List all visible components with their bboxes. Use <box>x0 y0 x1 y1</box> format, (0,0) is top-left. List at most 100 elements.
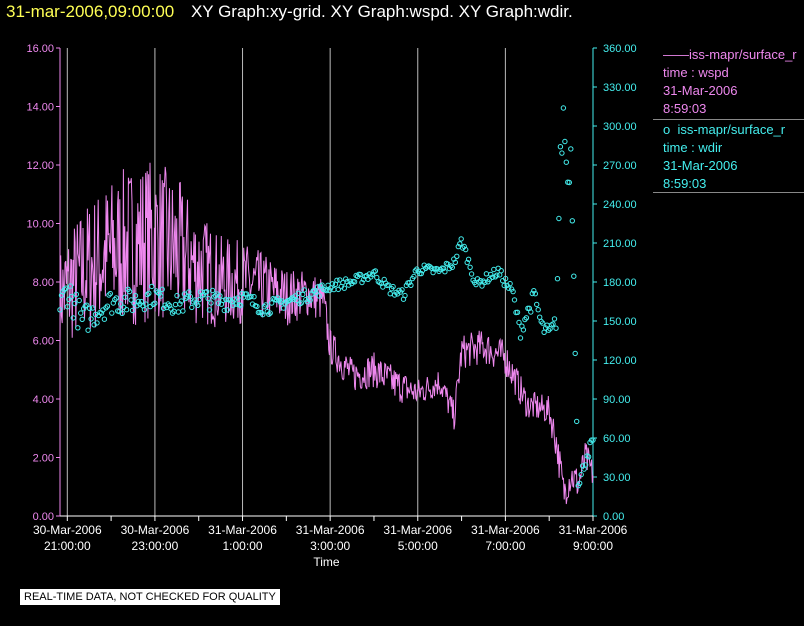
wdir-point <box>76 297 82 304</box>
wdir-point <box>149 283 155 290</box>
wdir-point <box>577 480 583 486</box>
right-tick-label: 300.00 <box>603 121 637 133</box>
title-bar: 31-mar-2006,09:00:00 XY Graph:xy-grid. X… <box>6 2 573 22</box>
wdir-point <box>534 301 540 308</box>
wdir-point <box>70 315 77 321</box>
wdir-point <box>301 287 307 293</box>
wdir-point <box>129 307 136 314</box>
legend-series-var: time : wdir <box>663 140 723 155</box>
wdir-point <box>492 274 498 280</box>
wdir-point <box>88 316 94 322</box>
wdir-point <box>550 321 556 327</box>
wdir-point <box>178 298 185 304</box>
wdir-point <box>329 281 336 287</box>
wdir-point <box>104 303 111 309</box>
wdir-point <box>146 290 152 296</box>
wdir-point <box>531 288 537 294</box>
wdir-point <box>323 287 330 294</box>
wdir-point <box>195 302 201 308</box>
wdir-point <box>337 277 343 283</box>
wdir-point <box>217 293 223 299</box>
x-tick-label: 31-Mar-2006 <box>471 523 540 537</box>
wdir-point <box>103 305 109 311</box>
left-tick-label: 12.00 <box>26 160 54 172</box>
wdir-point <box>532 291 538 297</box>
right-tick-label: 360.00 <box>603 43 637 55</box>
wdir-point <box>369 271 376 278</box>
wdir-point <box>463 246 469 253</box>
legend-divider <box>653 192 804 193</box>
wdir-point <box>442 269 448 275</box>
wdir-point <box>517 335 524 341</box>
wdir-point <box>109 310 115 316</box>
wdir-point <box>411 273 417 280</box>
wdir-point <box>89 305 96 311</box>
wdir-point <box>64 304 71 310</box>
wspd-series-line <box>59 162 594 505</box>
legend-series-name: iss-mapr/surface_r <box>689 47 797 62</box>
x-tick-label: 31-Mar-2006 <box>296 523 365 537</box>
left-tick-label: 10.00 <box>26 219 54 231</box>
wdir-point <box>113 295 120 301</box>
legend-series-time: 8:59:03 <box>663 101 707 116</box>
wdir-point <box>467 264 473 270</box>
wdir-point <box>160 305 167 311</box>
wdir-point <box>501 282 507 289</box>
x-tick-label: 31-Mar-2006 <box>208 523 277 537</box>
wdir-point <box>174 292 180 299</box>
x-axis-title: Time <box>313 555 340 569</box>
x-tick-label: 9:00:00 <box>573 539 613 553</box>
wdir-point <box>387 291 393 297</box>
wdir-point <box>477 278 484 284</box>
wdir-point <box>152 300 158 306</box>
wdir-point <box>249 301 256 307</box>
wdir-point <box>61 286 68 293</box>
wdir-point <box>235 295 241 301</box>
wdir-point <box>196 296 202 303</box>
wdir-point <box>75 325 81 331</box>
legend-divider <box>653 119 804 120</box>
wdir-point <box>177 301 183 307</box>
wdir-point <box>454 253 460 259</box>
wdir-point <box>267 310 273 316</box>
wdir-point <box>221 307 228 314</box>
wdir-point <box>141 306 148 313</box>
wdir-point <box>351 279 358 285</box>
wdir-point <box>66 296 72 302</box>
wdir-point <box>92 311 99 318</box>
wdir-point <box>366 271 373 277</box>
wdir-point <box>180 308 186 314</box>
wdir-point <box>516 319 522 326</box>
wdir-point <box>488 271 494 278</box>
wdir-point <box>569 218 575 224</box>
left-tick-label: 4.00 <box>33 394 54 406</box>
wdir-point <box>126 288 133 295</box>
right-tick-label: 270.00 <box>603 160 637 172</box>
right-tick-label: 0.00 <box>603 511 624 523</box>
wdir-point <box>448 263 454 269</box>
wdir-point <box>505 285 512 291</box>
right-tick-label: 120.00 <box>603 355 637 367</box>
wdir-point <box>335 286 341 293</box>
wdir-point <box>511 297 518 303</box>
wdir-point <box>72 300 78 307</box>
x-tick-label: 23:00:00 <box>132 539 179 553</box>
wdir-point <box>186 289 192 295</box>
wdir-point <box>165 301 171 307</box>
wdir-point <box>556 215 562 222</box>
wdir-point <box>215 300 222 306</box>
wdir-point <box>563 159 569 165</box>
right-tick-label: 210.00 <box>603 238 637 250</box>
wdir-point <box>489 274 495 280</box>
wdir-point <box>295 290 302 296</box>
x-tick-label: 5:00:00 <box>398 539 438 553</box>
wdir-point <box>106 292 112 298</box>
wdir-point <box>172 301 179 308</box>
title-timestamp: 31-mar-2006,09:00:00 <box>6 2 175 21</box>
wdir-point <box>98 310 105 316</box>
wdir-point <box>571 273 577 279</box>
wdir-point <box>551 316 558 322</box>
wdir-point <box>538 318 544 325</box>
wdir-point <box>334 277 340 283</box>
